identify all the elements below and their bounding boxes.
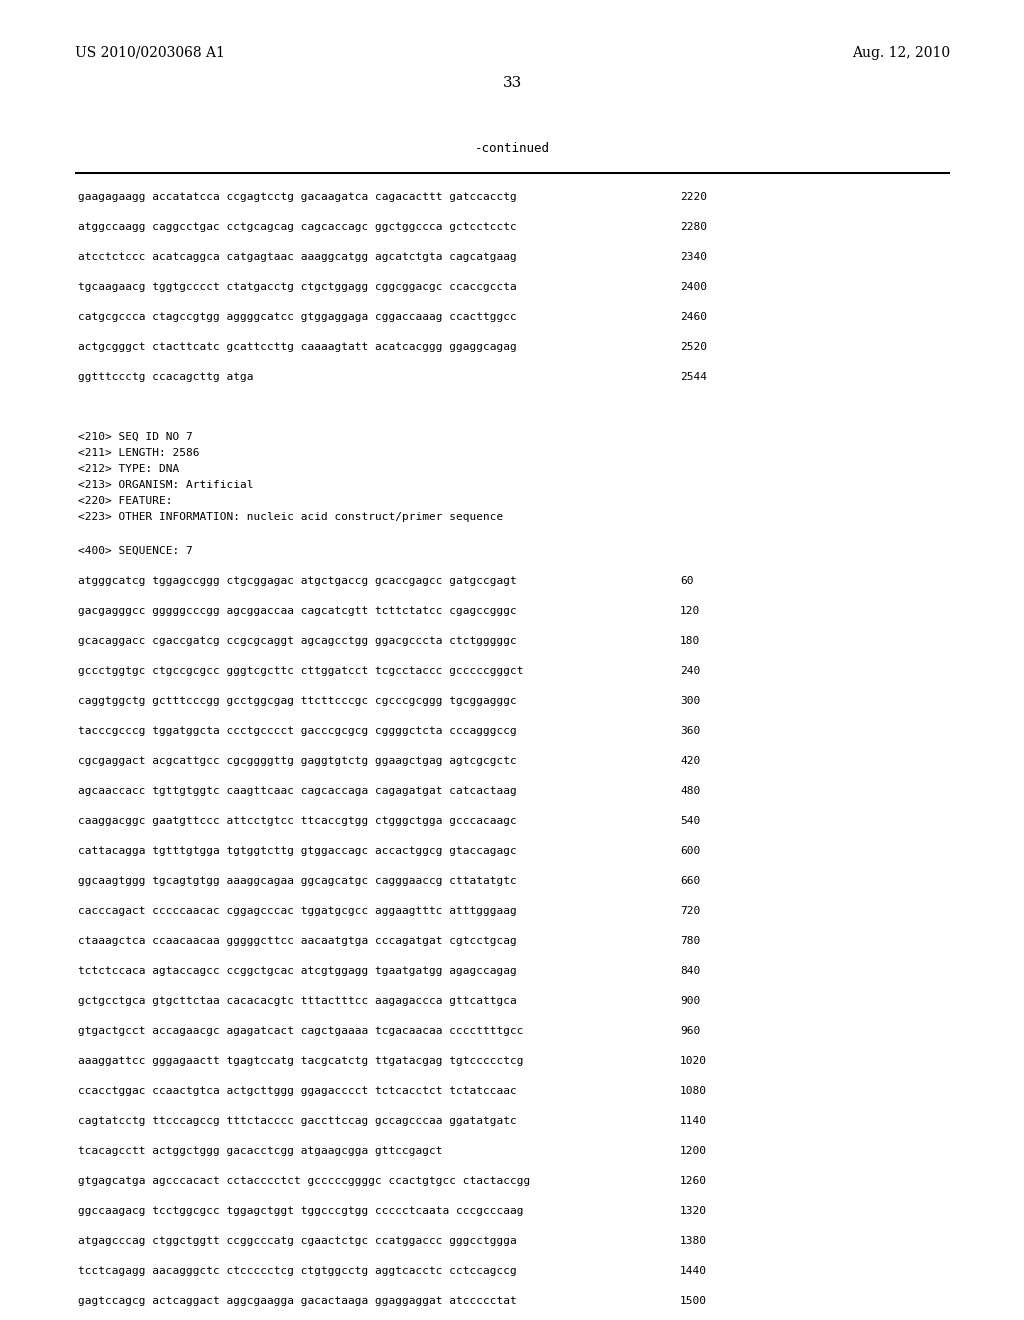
Text: 1440: 1440 — [680, 1266, 707, 1276]
Text: caaggacggc gaatgttccc attcctgtcc ttcaccgtgg ctgggctgga gcccacaagc: caaggacggc gaatgttccc attcctgtcc ttcaccg… — [78, 816, 517, 826]
Text: 300: 300 — [680, 696, 700, 706]
Text: 1200: 1200 — [680, 1146, 707, 1156]
Text: gtgactgcct accagaacgc agagatcact cagctgaaaa tcgacaacaa ccccttttgcc: gtgactgcct accagaacgc agagatcact cagctga… — [78, 1026, 523, 1036]
Text: 180: 180 — [680, 636, 700, 645]
Text: 840: 840 — [680, 966, 700, 975]
Text: 1500: 1500 — [680, 1296, 707, 1305]
Text: <400> SEQUENCE: 7: <400> SEQUENCE: 7 — [78, 546, 193, 556]
Text: 1080: 1080 — [680, 1086, 707, 1096]
Text: 33: 33 — [503, 77, 521, 90]
Text: cgcgaggact acgcattgcc cgcggggttg gaggtgtctg ggaagctgag agtcgcgctc: cgcgaggact acgcattgcc cgcggggttg gaggtgt… — [78, 756, 517, 766]
Text: ggccaagacg tcctggcgcc tggagctggt tggcccgtgg ccccctcaata cccgcccaag: ggccaagacg tcctggcgcc tggagctggt tggcccg… — [78, 1206, 523, 1216]
Text: 720: 720 — [680, 906, 700, 916]
Text: 960: 960 — [680, 1026, 700, 1036]
Text: 2460: 2460 — [680, 312, 707, 322]
Text: ccacctggac ccaactgtca actgcttggg ggagacccct tctcacctct tctatccaac: ccacctggac ccaactgtca actgcttggg ggagacc… — [78, 1086, 517, 1096]
Text: gccctggtgc ctgccgcgcc gggtcgcttc cttggatcct tcgcctaccc gcccccgggct: gccctggtgc ctgccgcgcc gggtcgcttc cttggat… — [78, 667, 523, 676]
Text: tacccgcccg tggatggcta ccctgcccct gacccgcgcg cggggctcta cccagggccg: tacccgcccg tggatggcta ccctgcccct gacccgc… — [78, 726, 517, 737]
Text: 120: 120 — [680, 606, 700, 616]
Text: gagtccagcg actcaggact aggcgaagga gacactaaga ggaggaggat atccccctat: gagtccagcg actcaggact aggcgaagga gacacta… — [78, 1296, 517, 1305]
Text: 1260: 1260 — [680, 1176, 707, 1185]
Text: atgggcatcg tggagccggg ctgcggagac atgctgaccg gcaccgagcc gatgccgagt: atgggcatcg tggagccggg ctgcggagac atgctga… — [78, 576, 517, 586]
Text: 2340: 2340 — [680, 252, 707, 261]
Text: cacccagact cccccaacac cggagcccac tggatgcgcc aggaagtttc atttgggaag: cacccagact cccccaacac cggagcccac tggatgc… — [78, 906, 517, 916]
Text: 1140: 1140 — [680, 1115, 707, 1126]
Text: tctctccaca agtaccagcc ccggctgcac atcgtggagg tgaatgatgg agagccagag: tctctccaca agtaccagcc ccggctgcac atcgtgg… — [78, 966, 517, 975]
Text: 780: 780 — [680, 936, 700, 946]
Text: agcaaccacc tgttgtggtc caagttcaac cagcaccaga cagagatgat catcactaag: agcaaccacc tgttgtggtc caagttcaac cagcacc… — [78, 785, 517, 796]
Text: 1320: 1320 — [680, 1206, 707, 1216]
Text: 240: 240 — [680, 667, 700, 676]
Text: ggcaagtggg tgcagtgtgg aaaggcagaa ggcagcatgc cagggaaccg cttatatgtc: ggcaagtggg tgcagtgtgg aaaggcagaa ggcagca… — [78, 876, 517, 886]
Text: catgcgccca ctagccgtgg aggggcatcc gtggaggaga cggaccaaag ccacttggcc: catgcgccca ctagccgtgg aggggcatcc gtggagg… — [78, 312, 517, 322]
Text: ctaaagctca ccaacaacaa gggggcttcc aacaatgtga cccagatgat cgtcctgcag: ctaaagctca ccaacaacaa gggggcttcc aacaatg… — [78, 936, 517, 946]
Text: 2544: 2544 — [680, 372, 707, 381]
Text: aaaggattcc gggagaactt tgagtccatg tacgcatctg ttgatacgag tgtccccctcg: aaaggattcc gggagaactt tgagtccatg tacgcat… — [78, 1056, 523, 1067]
Text: 2220: 2220 — [680, 191, 707, 202]
Text: 600: 600 — [680, 846, 700, 855]
Text: 900: 900 — [680, 997, 700, 1006]
Text: <212> TYPE: DNA: <212> TYPE: DNA — [78, 465, 179, 474]
Text: gaagagaagg accatatcca ccgagtcctg gacaagatca cagacacttt gatccacctg: gaagagaagg accatatcca ccgagtcctg gacaaga… — [78, 191, 517, 202]
Text: atcctctccc acatcaggca catgagtaac aaaggcatgg agcatctgta cagcatgaag: atcctctccc acatcaggca catgagtaac aaaggca… — [78, 252, 517, 261]
Text: <223> OTHER INFORMATION: nucleic acid construct/primer sequence: <223> OTHER INFORMATION: nucleic acid co… — [78, 512, 503, 521]
Text: 2400: 2400 — [680, 282, 707, 292]
Text: 2280: 2280 — [680, 222, 707, 232]
Text: 660: 660 — [680, 876, 700, 886]
Text: <211> LENGTH: 2586: <211> LENGTH: 2586 — [78, 447, 200, 458]
Text: tgcaagaacg tggtgcccct ctatgacctg ctgctggagg cggcggacgc ccaccgccta: tgcaagaacg tggtgcccct ctatgacctg ctgctgg… — [78, 282, 517, 292]
Text: ggtttccctg ccacagcttg atga: ggtttccctg ccacagcttg atga — [78, 372, 254, 381]
Text: actgcgggct ctacttcatc gcattccttg caaaagtatt acatcacggg ggaggcagag: actgcgggct ctacttcatc gcattccttg caaaagt… — [78, 342, 517, 352]
Text: gtgagcatga agcccacact cctacccctct gcccccggggc ccactgtgcc ctactaccgg: gtgagcatga agcccacact cctacccctct gccccc… — [78, 1176, 530, 1185]
Text: <220> FEATURE:: <220> FEATURE: — [78, 496, 172, 506]
Text: 1020: 1020 — [680, 1056, 707, 1067]
Text: gacgagggcc gggggcccgg agcggaccaa cagcatcgtt tcttctatcc cgagccgggc: gacgagggcc gggggcccgg agcggaccaa cagcatc… — [78, 606, 517, 616]
Text: gctgcctgca gtgcttctaa cacacacgtc tttactttcc aagagaccca gttcattgca: gctgcctgca gtgcttctaa cacacacgtc tttactt… — [78, 997, 517, 1006]
Text: 1380: 1380 — [680, 1236, 707, 1246]
Text: gcacaggacc cgaccgatcg ccgcgcaggt agcagcctgg ggacgcccta ctctgggggc: gcacaggacc cgaccgatcg ccgcgcaggt agcagcc… — [78, 636, 517, 645]
Text: tcctcagagg aacagggctc ctccccctcg ctgtggcctg aggtcacctc cctccagccg: tcctcagagg aacagggctc ctccccctcg ctgtggc… — [78, 1266, 517, 1276]
Text: 480: 480 — [680, 785, 700, 796]
Text: cagtatcctg ttcccagccg tttctacccc gaccttccag gccagcccaa ggatatgatc: cagtatcctg ttcccagccg tttctacccc gaccttc… — [78, 1115, 517, 1126]
Text: 60: 60 — [680, 576, 693, 586]
Text: atggccaagg caggcctgac cctgcagcag cagcaccagc ggctggccca gctcctcctc: atggccaagg caggcctgac cctgcagcag cagcacc… — [78, 222, 517, 232]
Text: <210> SEQ ID NO 7: <210> SEQ ID NO 7 — [78, 432, 193, 442]
Text: 360: 360 — [680, 726, 700, 737]
Text: <213> ORGANISM: Artificial: <213> ORGANISM: Artificial — [78, 480, 254, 490]
Text: 2520: 2520 — [680, 342, 707, 352]
Text: cattacagga tgtttgtgga tgtggtcttg gtggaccagc accactggcg gtaccagagc: cattacagga tgtttgtgga tgtggtcttg gtggacc… — [78, 846, 517, 855]
Text: caggtggctg gctttcccgg gcctggcgag ttcttcccgc cgcccgcggg tgcggagggc: caggtggctg gctttcccgg gcctggcgag ttcttcc… — [78, 696, 517, 706]
Text: Aug. 12, 2010: Aug. 12, 2010 — [852, 46, 950, 59]
Text: 420: 420 — [680, 756, 700, 766]
Text: 540: 540 — [680, 816, 700, 826]
Text: tcacagcctt actggctggg gacacctcgg atgaagcgga gttccgagct: tcacagcctt actggctggg gacacctcgg atgaagc… — [78, 1146, 442, 1156]
Text: -continued: -continued — [474, 143, 550, 154]
Text: atgagcccag ctggctggtt ccggcccatg cgaactctgc ccatggaccc gggcctggga: atgagcccag ctggctggtt ccggcccatg cgaactc… — [78, 1236, 517, 1246]
Text: US 2010/0203068 A1: US 2010/0203068 A1 — [75, 46, 225, 59]
